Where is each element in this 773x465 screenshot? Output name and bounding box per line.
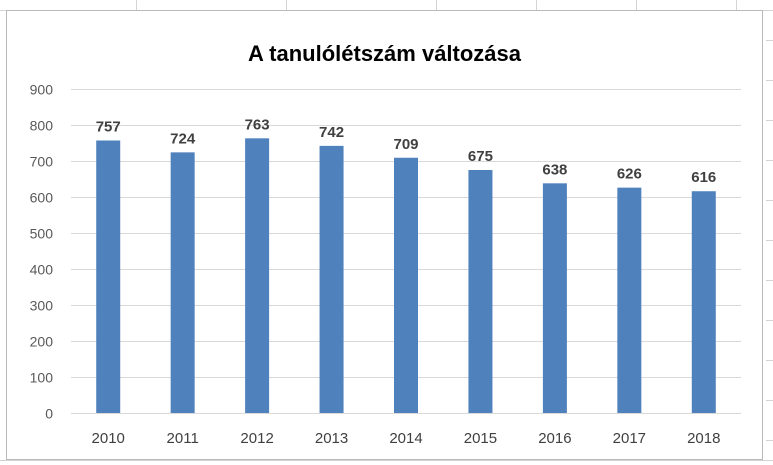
y-tick-label: 800 (30, 118, 54, 134)
bar (319, 145, 344, 413)
chart-area[interactable]: A tanulólétszám változása 0 100 200 300 400 5… (6, 10, 763, 460)
bar-chart-plot: 0 100 200 300 400 500 600 700 800 900 757 2010 724 20… (30, 82, 741, 447)
bar (542, 183, 567, 413)
x-tick-label: 2018 (687, 430, 720, 447)
bar (691, 191, 716, 413)
bar (245, 138, 270, 413)
bar (96, 140, 121, 414)
y-tick-label: 600 (30, 190, 54, 206)
data-label: 742 (319, 124, 344, 141)
y-tick-label: 500 (30, 226, 54, 242)
x-tick-label: 2013 (315, 430, 348, 447)
data-label: 616 (691, 169, 716, 186)
x-tick-label: 2010 (92, 430, 125, 447)
y-tick-label: 900 (30, 82, 54, 98)
y-tick-label: 200 (30, 334, 54, 350)
y-tick-label: 300 (30, 298, 54, 314)
y-tick-label: 400 (30, 262, 54, 278)
data-label: 638 (542, 161, 567, 178)
data-label: 626 (617, 166, 642, 183)
x-tick-label: 2015 (464, 430, 497, 447)
data-label: 709 (393, 136, 418, 153)
x-tick-label: 2017 (613, 430, 646, 447)
x-tick-label: 2012 (240, 430, 273, 447)
data-label: 763 (245, 116, 270, 133)
data-label: 675 (468, 148, 493, 165)
bar (617, 187, 642, 413)
y-tick-label: 100 (30, 370, 54, 386)
y-tick-label: 700 (30, 154, 54, 170)
x-tick-label: 2011 (167, 430, 199, 447)
bar (170, 152, 195, 414)
chart-title: A tanulólétszám változása (247, 41, 522, 66)
x-tick-label: 2014 (389, 430, 422, 447)
bar (394, 157, 418, 413)
bar (468, 170, 493, 413)
y-tick-label: 0 (45, 406, 53, 422)
x-tick-label: 2016 (538, 430, 571, 447)
data-label: 724 (170, 130, 196, 147)
data-label: 757 (96, 118, 121, 135)
